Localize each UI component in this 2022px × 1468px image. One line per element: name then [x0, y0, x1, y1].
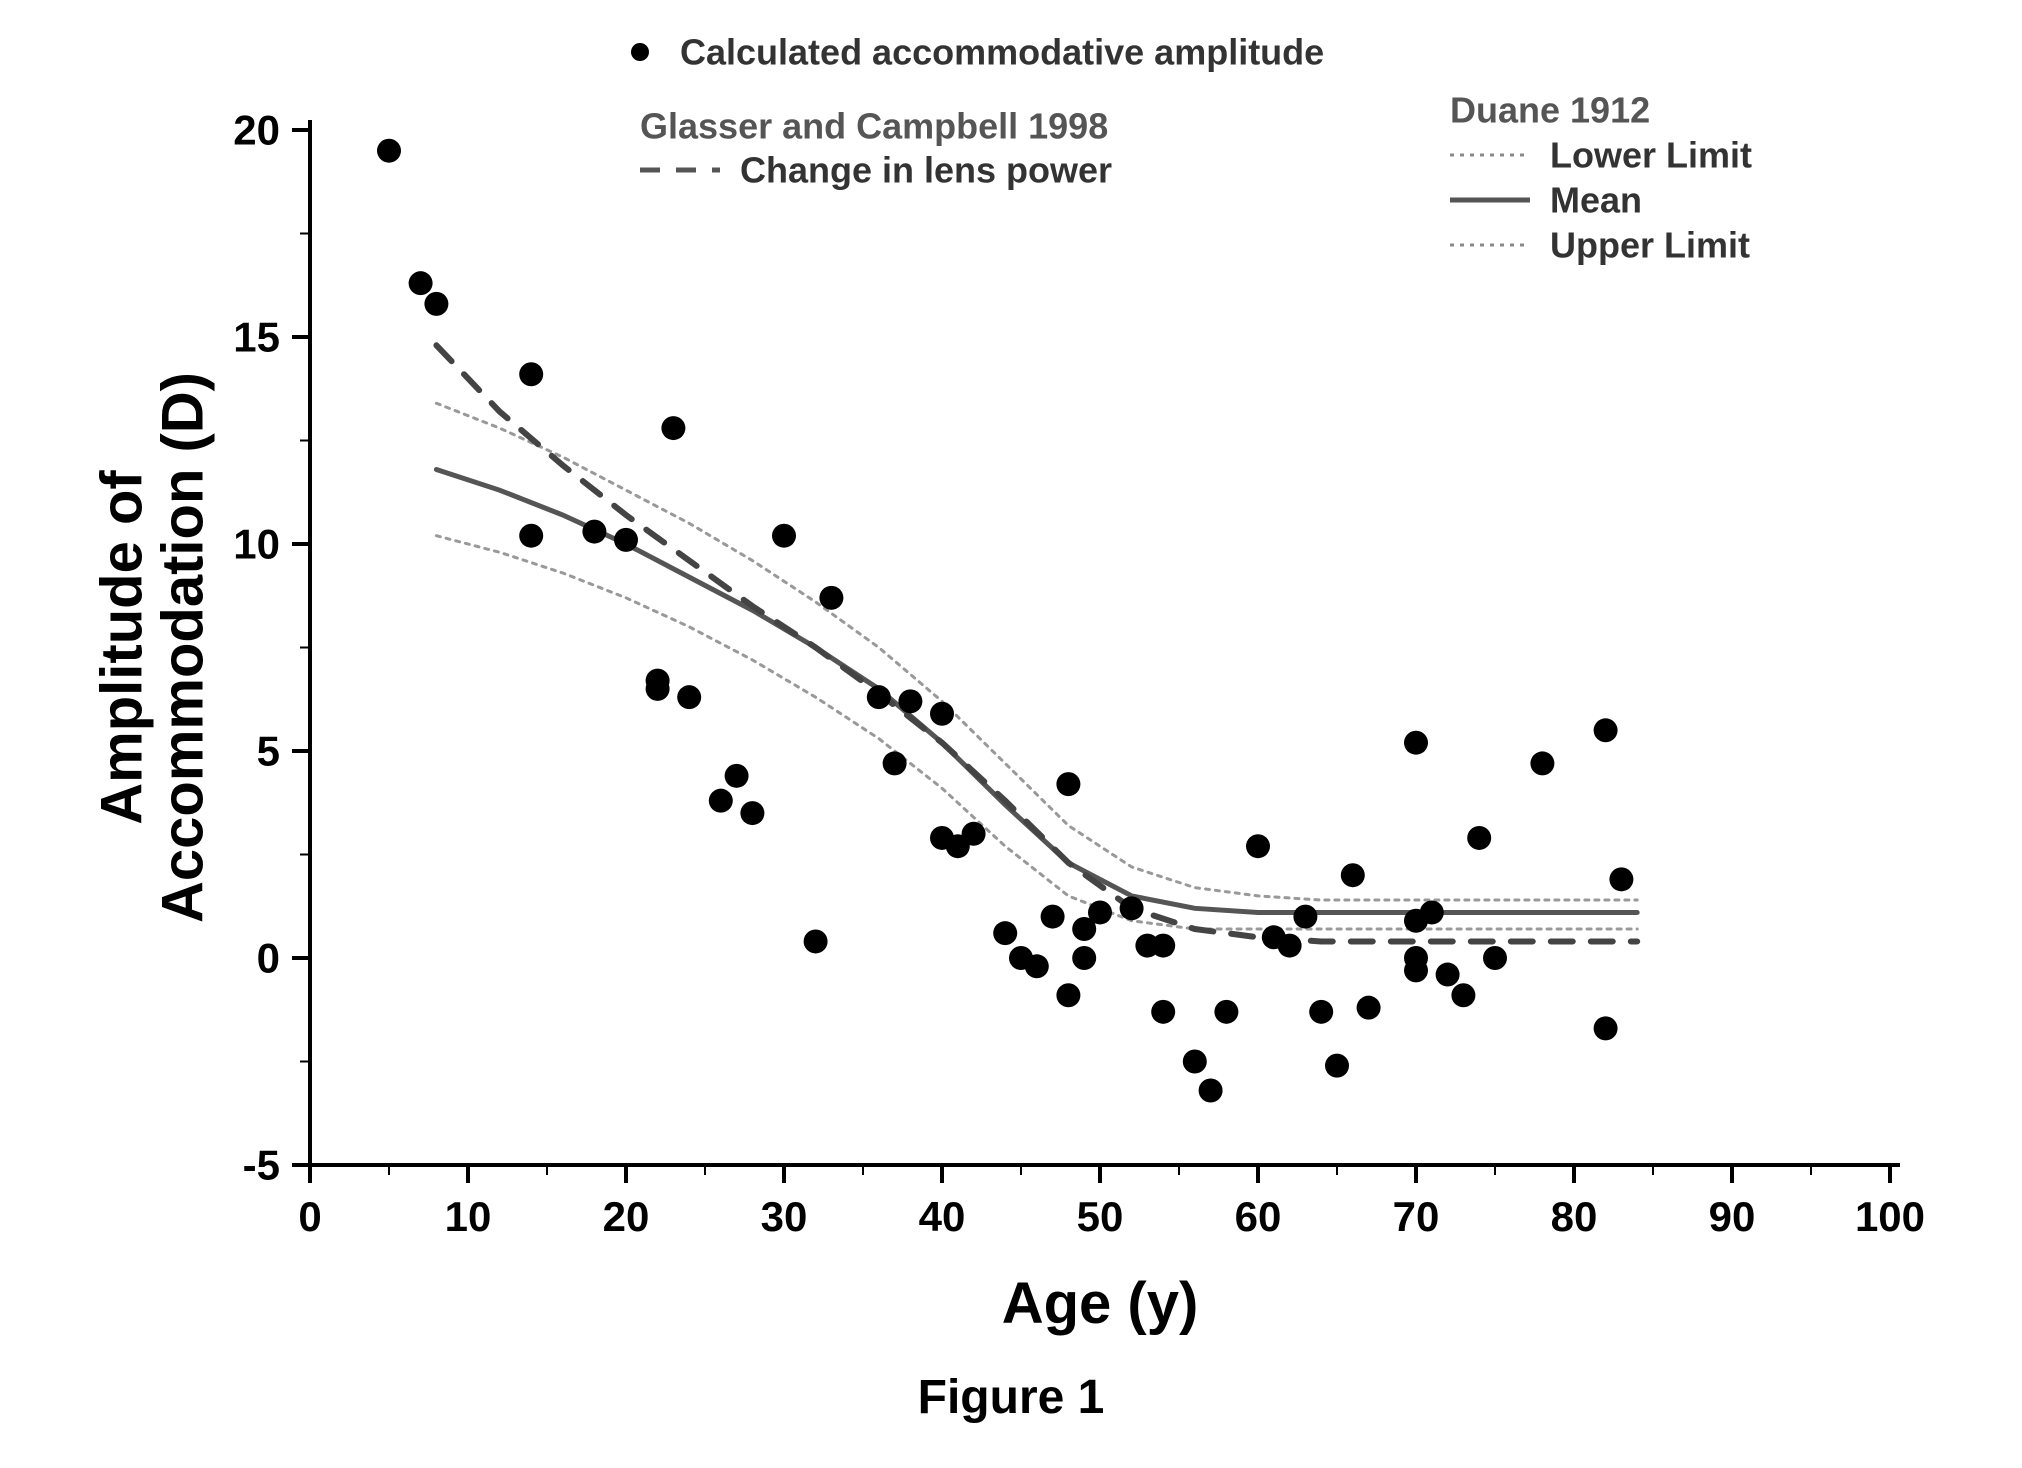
- chart-svg: 0 10 20 30 40 50 60 70 80 90 100 -5 0 5 10 15 20 Age (y) A…: [0, 0, 2022, 1468]
- scatter-point: [1325, 1054, 1349, 1078]
- scatter-point: [1357, 996, 1381, 1020]
- svg-text:60: 60: [1235, 1193, 1282, 1240]
- scatter-point: [1088, 900, 1112, 924]
- scatter-point: [1404, 731, 1428, 755]
- scatter-point: [930, 702, 954, 726]
- scatter-point: [1025, 954, 1049, 978]
- scatter-point: [1246, 834, 1270, 858]
- scatter-point: [614, 528, 638, 552]
- scatter-point: [646, 677, 670, 701]
- scatter-point: [1151, 934, 1175, 958]
- scatter-point: [1214, 1000, 1238, 1024]
- scatter-point: [377, 139, 401, 163]
- scatter-point: [1594, 1016, 1618, 1040]
- svg-text:0: 0: [298, 1193, 321, 1240]
- scatter-point: [1199, 1078, 1223, 1102]
- scatter-point: [962, 822, 986, 846]
- scatter-point: [1151, 1000, 1175, 1024]
- scatter-point: [1072, 946, 1096, 970]
- scatter-point: [1120, 896, 1144, 920]
- scatter-point: [1420, 900, 1444, 924]
- svg-text:20: 20: [603, 1193, 650, 1240]
- scatter-point: [819, 586, 843, 610]
- svg-text:Amplitude of: Amplitude of: [90, 470, 155, 825]
- svg-text:-5: -5: [243, 1142, 280, 1189]
- scatter-point: [1451, 983, 1475, 1007]
- scatter-point: [1278, 934, 1302, 958]
- svg-text:10: 10: [233, 521, 280, 568]
- scatter-point: [1341, 863, 1365, 887]
- svg-text:100: 100: [1855, 1193, 1925, 1240]
- scatter-point: [519, 524, 543, 548]
- svg-text:Accommodation (D): Accommodation (D): [150, 372, 215, 923]
- scatter-point: [1530, 751, 1554, 775]
- svg-text:50: 50: [1077, 1193, 1124, 1240]
- scatter-point: [661, 416, 685, 440]
- scatter-point: [1056, 983, 1080, 1007]
- svg-text:20: 20: [233, 107, 280, 154]
- scatter-point: [804, 929, 828, 953]
- scatter-point: [1436, 963, 1460, 987]
- scatter-point: [772, 524, 796, 548]
- svg-text:40: 40: [919, 1193, 966, 1240]
- scatter-point: [898, 689, 922, 713]
- scatter-point: [1183, 1050, 1207, 1074]
- legend-group-title: Duane 1912: [1450, 90, 1650, 131]
- scatter-point: [582, 520, 606, 544]
- svg-text:0: 0: [257, 935, 280, 982]
- scatter-point: [409, 271, 433, 295]
- figure-container: 0 10 20 30 40 50 60 70 80 90 100 -5 0 5 10 15 20 Age (y) A…: [0, 0, 2022, 1468]
- scatter-point: [867, 685, 891, 709]
- svg-text:30: 30: [761, 1193, 808, 1240]
- scatter-point: [1483, 946, 1507, 970]
- svg-text:5: 5: [257, 728, 280, 775]
- scatter-point: [677, 685, 701, 709]
- scatter-point: [1309, 1000, 1333, 1024]
- svg-text:80: 80: [1551, 1193, 1598, 1240]
- scatter-point: [1056, 772, 1080, 796]
- legend-label: Lower Limit: [1550, 135, 1752, 176]
- scatter-point: [1609, 867, 1633, 891]
- scatter-point: [1404, 958, 1428, 982]
- svg-text:90: 90: [1709, 1193, 1756, 1240]
- scatter-point: [424, 292, 448, 316]
- legend-label: Mean: [1550, 180, 1642, 221]
- scatter-point: [519, 362, 543, 386]
- scatter-point: [725, 764, 749, 788]
- scatter-point: [1594, 718, 1618, 742]
- scatter-point: [1467, 826, 1491, 850]
- svg-text:70: 70: [1393, 1193, 1440, 1240]
- figure-caption: Figure 1: [0, 1370, 2022, 1425]
- scatter-point: [709, 789, 733, 813]
- legend-marker: [631, 43, 649, 61]
- svg-text:10: 10: [445, 1193, 492, 1240]
- scatter-point: [883, 751, 907, 775]
- scatter-point: [740, 801, 764, 825]
- legend-group-title: Glasser and Campbell 1998: [640, 106, 1108, 147]
- legend-label: Upper Limit: [1550, 225, 1750, 266]
- svg-text:Age (y): Age (y): [1002, 1271, 1199, 1336]
- scatter-point: [1293, 905, 1317, 929]
- svg-text:15: 15: [233, 314, 280, 361]
- scatter-point: [1041, 905, 1065, 929]
- legend-label: Calculated accommodative amplitude: [680, 32, 1324, 73]
- scatter-point: [993, 921, 1017, 945]
- legend-label: Change in lens power: [740, 150, 1112, 191]
